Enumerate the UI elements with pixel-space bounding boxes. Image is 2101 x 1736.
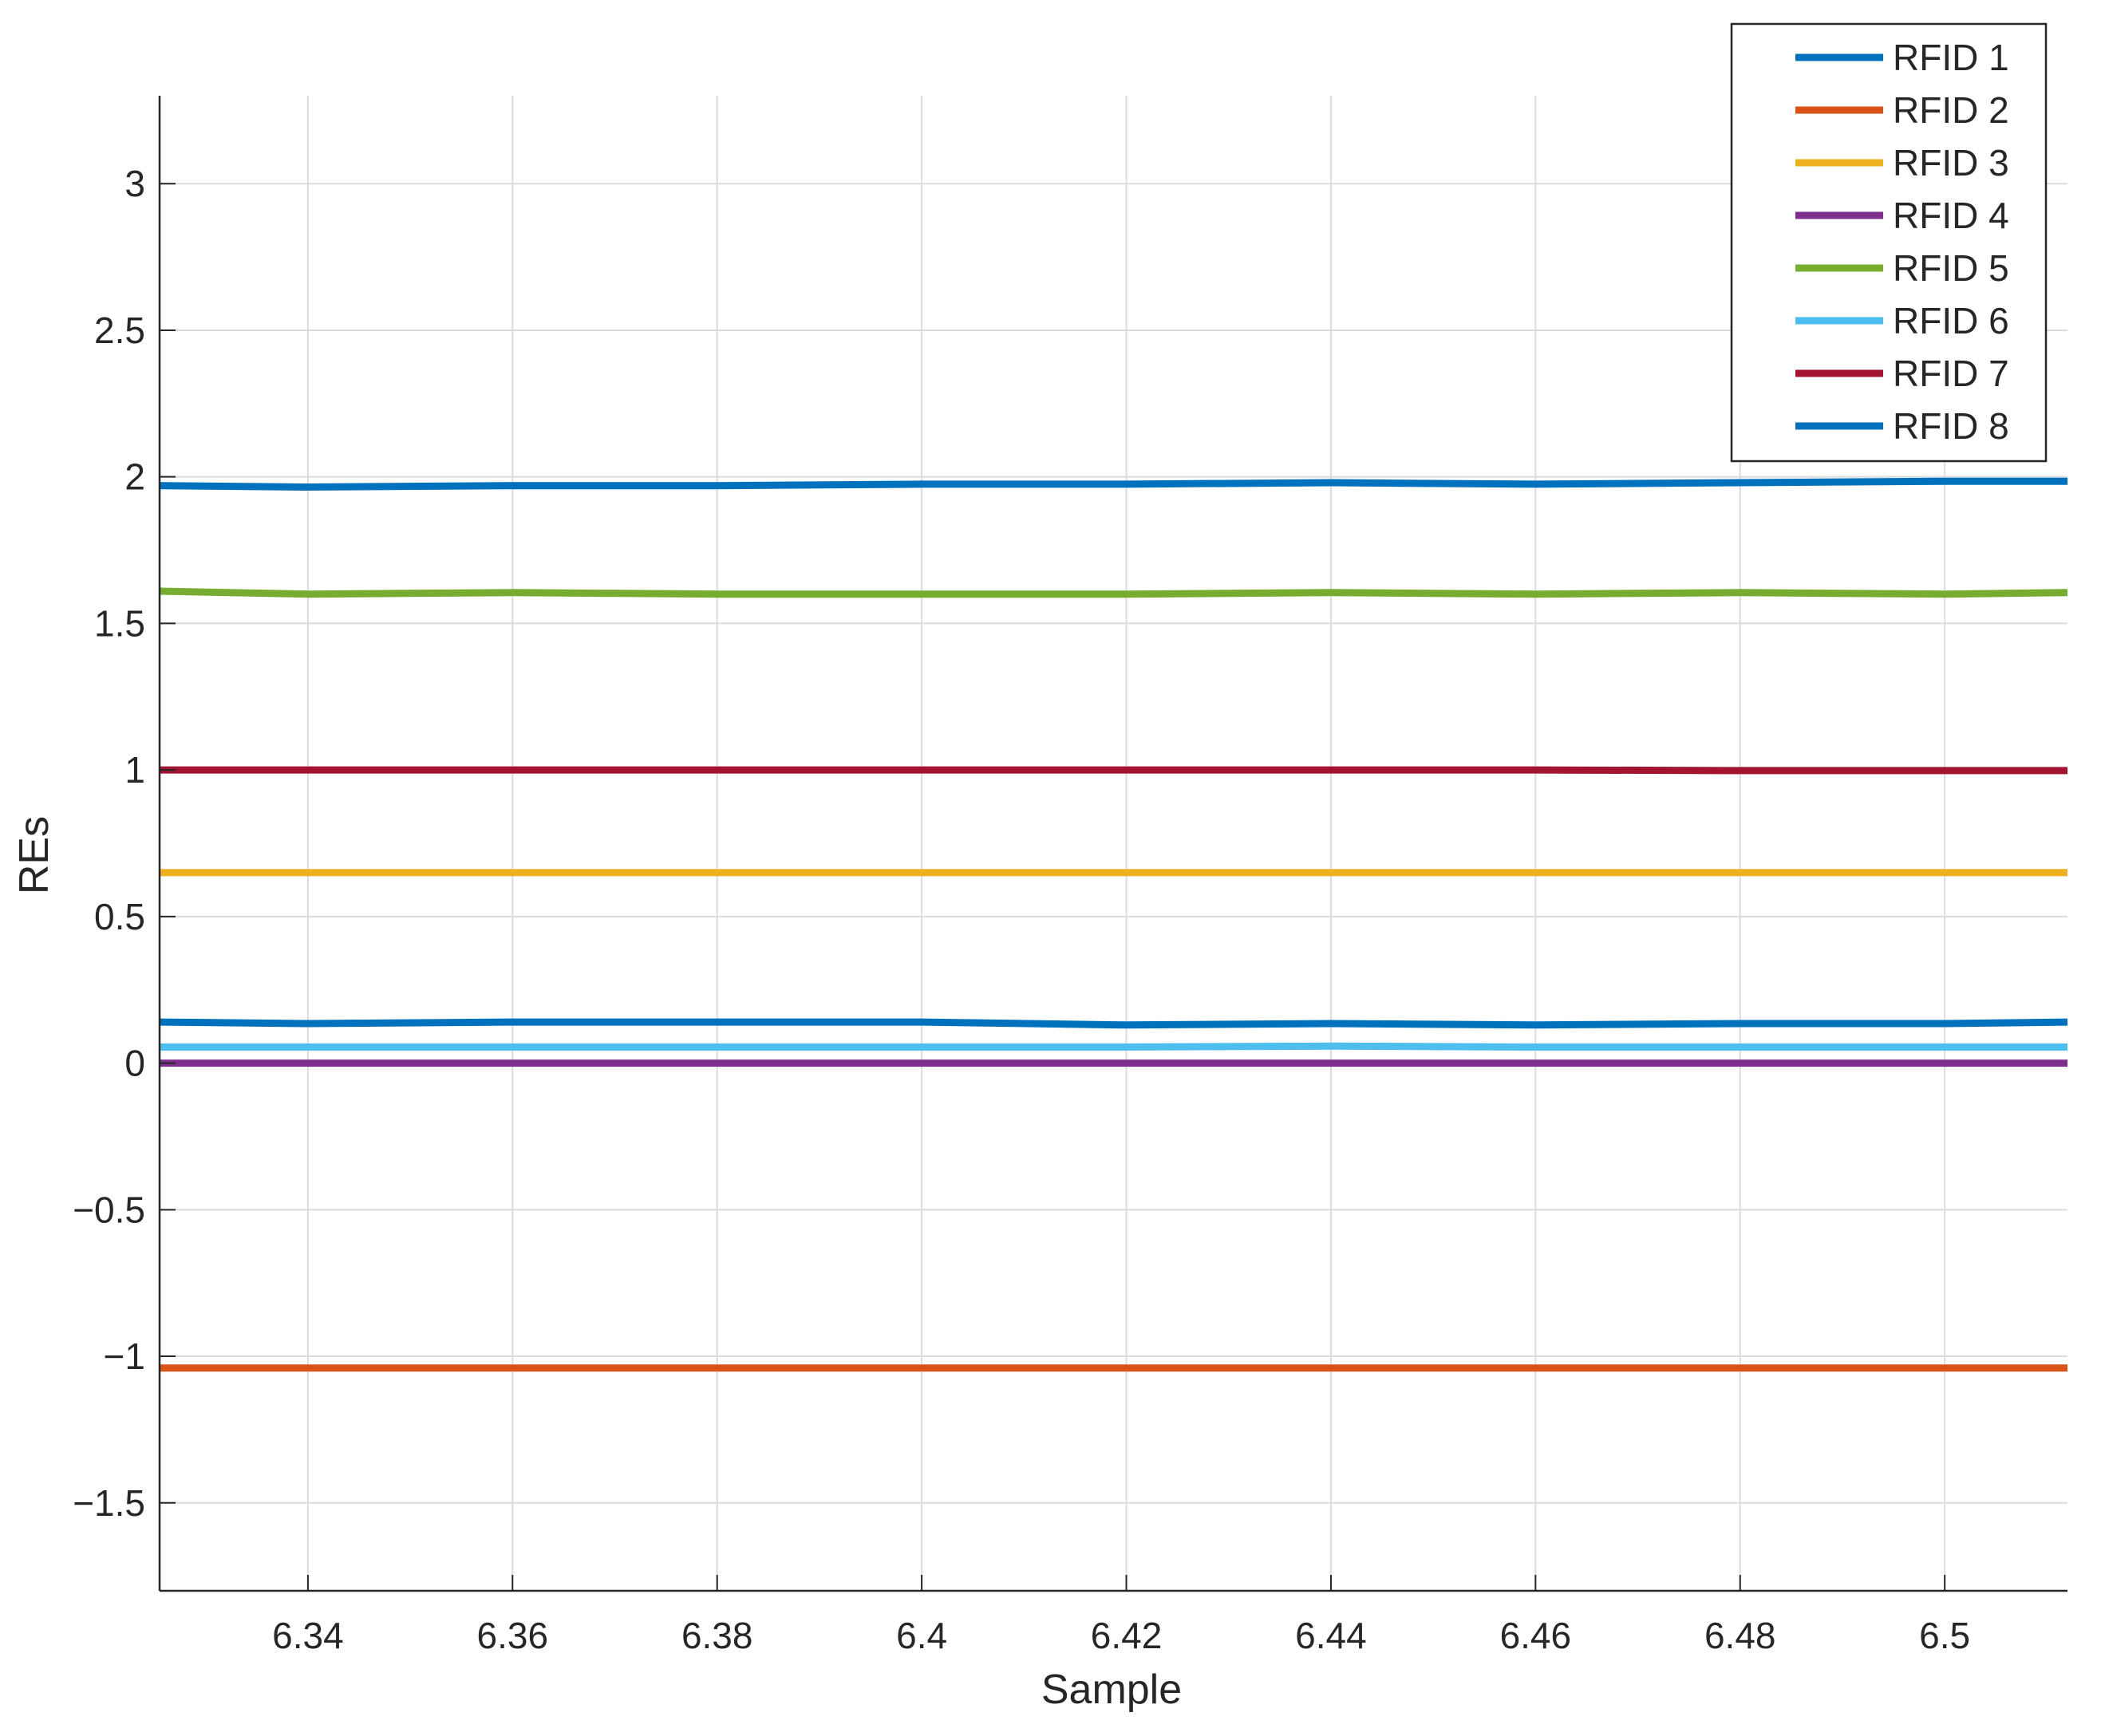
legend-box	[1730, 22, 2048, 463]
x-tick-label: 6.48	[1704, 1615, 1776, 1656]
series-line-rfid-1	[159, 1018, 2068, 1029]
x-tick-label: 6.4	[896, 1615, 947, 1656]
x-tick-label: 6.36	[477, 1615, 549, 1656]
x-tick-label: 6.42	[1091, 1615, 1163, 1656]
series-line-rfid-7	[160, 766, 2067, 775]
y-tick-label: 3	[124, 163, 145, 204]
legend-label: RFID 3	[1893, 142, 2009, 183]
x-tick-label: 6.34	[272, 1615, 344, 1656]
series-line-rfid-8	[159, 477, 2067, 491]
x-tick-label: 6.38	[681, 1615, 753, 1656]
legend-label: RFID 6	[1893, 300, 2009, 341]
y-tick-label: −1	[104, 1336, 145, 1377]
legend-label: RFID 7	[1893, 353, 2009, 394]
y-tick-label: 1	[124, 749, 145, 791]
y-tick-label: 2.5	[94, 310, 145, 351]
y-tick-label: −1.5	[73, 1482, 145, 1524]
y-axis-title: REs	[11, 816, 57, 894]
x-tick-label: 6.46	[1500, 1615, 1572, 1656]
series-line-rfid-6	[160, 1042, 2067, 1051]
legend-label: RFID 5	[1893, 247, 2009, 289]
legend-label: RFID 2	[1893, 89, 2009, 131]
legend-label: RFID 1	[1893, 37, 2009, 78]
legend-label: RFID 4	[1893, 195, 2009, 236]
y-tick-label: 0	[124, 1043, 145, 1084]
tick-labels: 6.34 6.36 6.38 6.4 6.42 6.44 6.46 6.48 6.5 −1.5 −1…	[73, 163, 1970, 1656]
series-line-rfid-5	[159, 587, 2068, 598]
axes	[158, 96, 2067, 1592]
y-tick-label: 1.5	[94, 602, 145, 644]
legend: RFID 1 RFID 2 RFID 3 RFID 4 RFID 5 RFID 6 RFID…	[1730, 22, 2048, 463]
series-group	[159, 477, 2068, 1372]
y-tick-label: 2	[124, 456, 145, 498]
y-tick-label: 0.5	[94, 896, 145, 937]
x-axis-title: Sample	[1041, 1667, 1182, 1713]
x-tick-label: 6.5	[1919, 1615, 1970, 1656]
legend-label: RFID 8	[1893, 405, 2009, 447]
x-tick-label: 6.44	[1295, 1615, 1367, 1656]
y-tick-label: −0.5	[73, 1189, 145, 1230]
